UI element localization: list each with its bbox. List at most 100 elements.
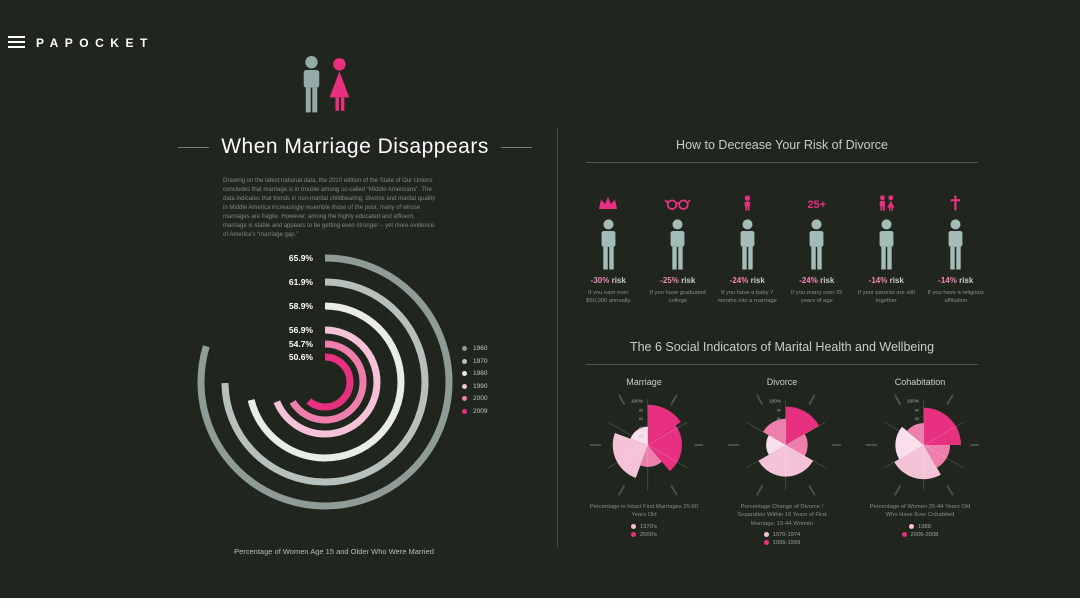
legend-dot xyxy=(763,532,769,538)
svg-text:20: 20 xyxy=(639,434,643,438)
person-icon xyxy=(854,219,919,271)
radial-arc-1970 xyxy=(221,278,429,486)
svg-text:100%: 100% xyxy=(769,398,782,404)
risk-value: -25% risk xyxy=(660,276,696,285)
risk-value: -30% risk xyxy=(590,276,626,285)
social-chart-caption: Percentage in Intact First Marriages 25-… xyxy=(589,503,699,519)
svg-text:80: 80 xyxy=(915,408,919,412)
pie-chart: 100% 80 60 40 20 xyxy=(727,394,841,496)
woman-figure xyxy=(329,58,350,111)
social-chart-title: Marriage xyxy=(626,376,662,387)
legend-dot xyxy=(462,346,467,351)
radial-arc-1980 xyxy=(245,302,405,462)
legend-item: 1995-1999 xyxy=(763,539,801,546)
social-chart-divorce: Divorce 100% 80 60 40 20 Percentage Change of … xyxy=(720,377,844,546)
glasses-icon xyxy=(646,189,711,211)
page-title-text: When Marriage Disappears xyxy=(221,135,489,158)
legend-item: 1988 xyxy=(909,524,931,530)
social-chart-legend: 1988 2006-2008 xyxy=(858,524,982,538)
legend-item-2009: 2009 xyxy=(462,408,487,415)
person-icon xyxy=(715,219,780,271)
risk-value: -24% risk xyxy=(799,276,835,285)
radial-arc-label: 58.9% xyxy=(289,301,314,311)
social-chart-caption: Percentage Change of Divorce / Separatio… xyxy=(737,503,827,527)
social-chart-marriage: Marriage 100% 80 60 40 20 Percentage in Intact… xyxy=(582,377,706,546)
person-icon xyxy=(924,219,989,271)
baby-icon xyxy=(715,189,780,211)
legend-dot xyxy=(631,524,637,530)
radial-chart-legend: 1960 1970 1980 1990 2000 2009 xyxy=(462,345,487,420)
risk-value: -24% risk xyxy=(729,276,765,285)
svg-text:20: 20 xyxy=(777,434,781,438)
social-chart-cohabitation: Cohabitation 100% 80 60 40 20 Percentage of Wo… xyxy=(858,377,982,546)
legend-label: 1980 xyxy=(473,370,488,377)
radial-chart-caption: Percentage of Women Age 15 and Older Who… xyxy=(234,547,434,556)
risk-value: -14% risk xyxy=(938,276,974,285)
risk-value: -14% risk xyxy=(868,276,904,285)
social-chart-caption: Percentage of Women 25-44 Years Old Who … xyxy=(869,503,971,519)
radial-arc-2000 xyxy=(283,340,367,424)
radial-arc-1990 xyxy=(269,326,381,438)
svg-text:80: 80 xyxy=(639,408,643,412)
intro-paragraph: Drawing on the latest national data, the… xyxy=(223,178,436,238)
svg-text:100%: 100% xyxy=(907,398,920,404)
social-chart-title: Cohabitation xyxy=(894,376,946,387)
man-figure xyxy=(303,56,320,113)
couple-icon xyxy=(294,55,360,115)
legend-label: 1970-1974 xyxy=(772,531,801,538)
marriage-disappears-panel: When Marriage Disappears Drawing on the … xyxy=(150,55,560,560)
wealth-icon xyxy=(576,189,641,211)
right-panel: How to Decrease Your Risk of Divorce -30… xyxy=(572,138,992,546)
radial-chart-area: 65.9% 61.9% 58.9% 56.9% 54.7% 50.6% 1960 1970 1… xyxy=(150,237,560,549)
svg-text:60: 60 xyxy=(915,417,919,421)
legend-item: 2006-2008 xyxy=(901,531,939,538)
legend-dot xyxy=(631,532,637,538)
radial-arc-1960 xyxy=(197,254,453,510)
svg-text:80: 80 xyxy=(777,408,781,412)
legend-label: 2006-2008 xyxy=(910,531,939,538)
social-section-title: The 6 Social Indicators of Marital Healt… xyxy=(586,340,978,365)
social-chart-title: Divorce xyxy=(766,376,798,387)
parents-icon xyxy=(854,189,919,211)
risk-item: -14% risk If your parents are still toget… xyxy=(854,189,919,306)
radial-arc-2009 xyxy=(296,353,354,411)
legend-label: 1970 xyxy=(473,357,488,365)
risk-caption: If you have graduated college xyxy=(649,290,706,305)
radial-arc-label: 61.9% xyxy=(289,277,314,287)
legend-dot xyxy=(462,383,467,389)
svg-text:40: 40 xyxy=(777,426,781,430)
risk-item: -25% risk If you have graduated college xyxy=(646,189,711,306)
pie-chart: 100% 80 60 40 20 xyxy=(865,394,979,496)
legend-item-1970: 1970 xyxy=(462,358,487,365)
legend-dot xyxy=(763,540,769,546)
menu-icon[interactable] xyxy=(8,36,25,51)
svg-text:60: 60 xyxy=(777,417,781,421)
vertical-divider xyxy=(557,128,558,548)
person-icon xyxy=(785,219,850,271)
legend-item: 2000's xyxy=(631,532,657,538)
bottom-bar xyxy=(0,598,1080,608)
legend-dot xyxy=(462,358,467,364)
risk-caption: If your parents are still together xyxy=(857,290,915,305)
social-grid: Marriage 100% 80 60 40 20 Percentage in Intact… xyxy=(572,377,992,546)
legend-label: 2009 xyxy=(473,407,488,415)
legend-item: 1970-1974 xyxy=(763,531,801,538)
svg-text:40: 40 xyxy=(915,426,919,430)
title-rule-right xyxy=(500,146,533,148)
legend-label: 1960 xyxy=(473,345,488,352)
pie-chart: 100% 80 60 40 20 xyxy=(589,394,703,496)
risk-caption: If you earn over $50,000 annually xyxy=(586,290,631,305)
svg-text:60: 60 xyxy=(639,417,643,421)
legend-item-1960: 1960 xyxy=(462,345,487,352)
legend-label: 1995-1999 xyxy=(772,539,801,546)
legend-item: 1970's xyxy=(631,524,657,530)
risk-caption: If you have a religious affiliation xyxy=(927,290,984,305)
risk-caption: If you marry over 25 years of age xyxy=(790,290,843,305)
brand-logo[interactable]: PAPOCKET xyxy=(36,36,154,50)
radial-arc-label: 50.6% xyxy=(289,352,314,362)
title-rule-left xyxy=(178,146,210,148)
legend-label: 1988 xyxy=(918,523,931,530)
legend-label: 2000 xyxy=(473,395,488,402)
age-25-label: 25+ xyxy=(807,199,827,211)
